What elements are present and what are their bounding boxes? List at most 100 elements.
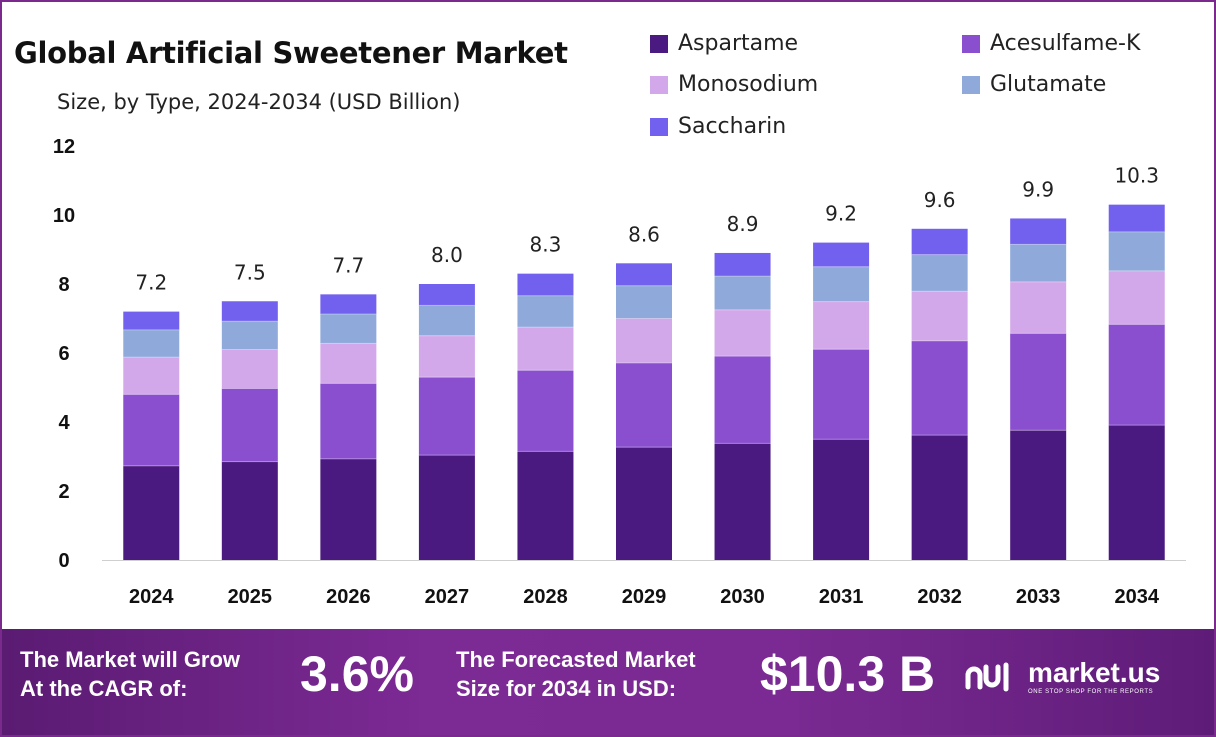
x-tick-label: 2024 [129, 586, 174, 608]
cagr-value: 3.6% [300, 646, 414, 702]
bar-total-label: 7.5 [234, 260, 266, 284]
legend-swatch-aspartame [650, 34, 668, 53]
bar-segment-monosodium [911, 291, 968, 341]
brand-name: market.us [1028, 657, 1161, 688]
market-us-logo[interactable]: market.us ONE STOP SHOP FOR THE REPORTS [964, 659, 1160, 695]
forecast-caption-line2: Size for 2034 in USD: [456, 676, 677, 701]
bar-segment-acesulfame-k [517, 370, 574, 452]
chart-title: Global Artificial Sweetener Market [14, 36, 568, 70]
bar-segment-glutamate [320, 314, 377, 344]
bar-segment-monosodium [517, 327, 574, 371]
bar-segment-monosodium [418, 335, 475, 378]
chart-legend: Aspartame Acesulfame-K Monosodium Glutam… [2, 2, 1214, 142]
bar-segment-glutamate [813, 266, 870, 302]
bar-segment-monosodium [813, 301, 870, 350]
bar-segment-glutamate [714, 276, 771, 310]
forecast-value: $10.3 B [760, 646, 936, 702]
bar-segment-monosodium [123, 357, 180, 395]
bar-segment-acesulfame-k [123, 394, 180, 466]
bar-segment-aspartame [1108, 425, 1165, 560]
brand-tagline: ONE STOP SHOP FOR THE REPORTS [1028, 689, 1154, 695]
legend-label-saccharin: Saccharin [678, 114, 787, 139]
bar-total-label: 7.2 [135, 271, 167, 295]
bar-segment-saccharin [418, 284, 475, 306]
bar-segment-aspartame [221, 461, 278, 560]
bar-segment-aspartame [320, 458, 377, 560]
bar-segment-acesulfame-k [320, 383, 377, 459]
bar-segment-saccharin [714, 252, 771, 277]
cagr-caption-line2: At the CAGR of: [20, 676, 188, 701]
bar-segment-saccharin [616, 263, 672, 286]
bar-segment-saccharin [221, 301, 278, 322]
legend-label-glutamate: Glutamate [990, 72, 1107, 97]
bar-segment-acesulfame-k [1108, 324, 1165, 426]
bar-segment-acesulfame-k [221, 388, 278, 462]
legend-label-monosodium: Monosodium [678, 72, 819, 97]
legend-label-aspartame: Aspartame [678, 31, 799, 56]
bar-segment-saccharin [123, 311, 180, 330]
bar-segment-glutamate [517, 295, 574, 328]
bar-segment-aspartame [517, 451, 574, 560]
x-tick-label: 2033 [1016, 586, 1061, 608]
x-tick-label: 2034 [1114, 586, 1159, 608]
x-tick-label: 2031 [819, 586, 864, 608]
legend-item-glutamate: Glutamate [962, 72, 1106, 97]
bar-segment-aspartame [911, 435, 968, 560]
bar-segment-saccharin [813, 242, 870, 267]
bar-segment-glutamate [1108, 231, 1165, 271]
legend-swatch-acesulfame-k [962, 34, 980, 53]
bar-total-label: 8.6 [628, 222, 660, 246]
legend-swatch-glutamate [962, 75, 980, 94]
bar-segment-glutamate [616, 285, 672, 319]
x-tick-label: 2027 [425, 586, 470, 608]
bar-segment-monosodium [320, 343, 377, 384]
legend-swatch-monosodium [650, 75, 668, 94]
chart-subtitle: Size, by Type, 2024-2034 (USD Billion) [57, 90, 461, 114]
bar-segment-saccharin [911, 228, 968, 255]
y-tick-label: 6 [58, 343, 69, 365]
bar-segment-aspartame [123, 465, 180, 560]
bar-segment-monosodium [616, 318, 672, 364]
bar-total-label: 9.9 [1022, 177, 1054, 201]
market-us-logo-icon [965, 662, 1009, 692]
bar-total-label: 9.2 [825, 202, 857, 226]
bar-segment-acesulfame-k [418, 377, 475, 456]
bar-total-label: 10.3 [1114, 164, 1159, 188]
y-tick-label: 2 [58, 481, 69, 503]
bar-segment-saccharin [1010, 218, 1067, 245]
legend-label-acesulfame-k: Acesulfame-K [990, 31, 1141, 56]
bar-segment-acesulfame-k [1010, 333, 1067, 431]
bar-segment-aspartame [1010, 430, 1067, 560]
y-tick-label: 8 [58, 274, 69, 296]
bar-segment-monosodium [1010, 281, 1067, 334]
bar-segment-aspartame [616, 447, 672, 560]
cagr-caption-line1: The Market will Grow [20, 647, 241, 672]
legend-item-saccharin: Saccharin [650, 114, 786, 139]
bar-segment-glutamate [221, 321, 278, 350]
bar-segment-aspartame [714, 443, 771, 560]
y-tick-label: 12 [53, 136, 75, 158]
bar-segment-acesulfame-k [813, 349, 870, 440]
bar-segment-glutamate [1010, 244, 1067, 282]
y-tick-label: 0 [58, 550, 69, 572]
stacked-bar-chart: 0 2 4 6 8 10 12 7.2 2024 7.5 2025 7.7 2026 8.0 2027 8.3… [53, 136, 1186, 608]
bar-segment-glutamate [911, 254, 968, 292]
bar-total-label: 8.9 [727, 212, 759, 236]
bar-segment-saccharin [517, 273, 574, 296]
y-tick-label: 4 [58, 412, 70, 434]
x-tick-label: 2032 [917, 586, 962, 608]
bar-segment-acesulfame-k [616, 363, 672, 448]
bar-segment-monosodium [1108, 270, 1165, 325]
x-tick-label: 2026 [326, 586, 371, 608]
summary-banner: The Market will Grow At the CAGR of: 3.6… [2, 629, 1214, 735]
cagr-caption: The Market will Grow At the CAGR of: [20, 645, 240, 703]
legend-item-acesulfame-k: Acesulfame-K [962, 31, 1140, 56]
bar-segment-acesulfame-k [911, 340, 968, 436]
bar-segment-monosodium [714, 309, 771, 357]
bar-segment-monosodium [221, 349, 278, 389]
bar-total-label: 9.6 [924, 188, 956, 212]
x-tick-label: 2029 [622, 586, 667, 608]
forecast-caption-line1: The Forecasted Market [456, 647, 696, 672]
x-tick-label: 2030 [720, 586, 765, 608]
